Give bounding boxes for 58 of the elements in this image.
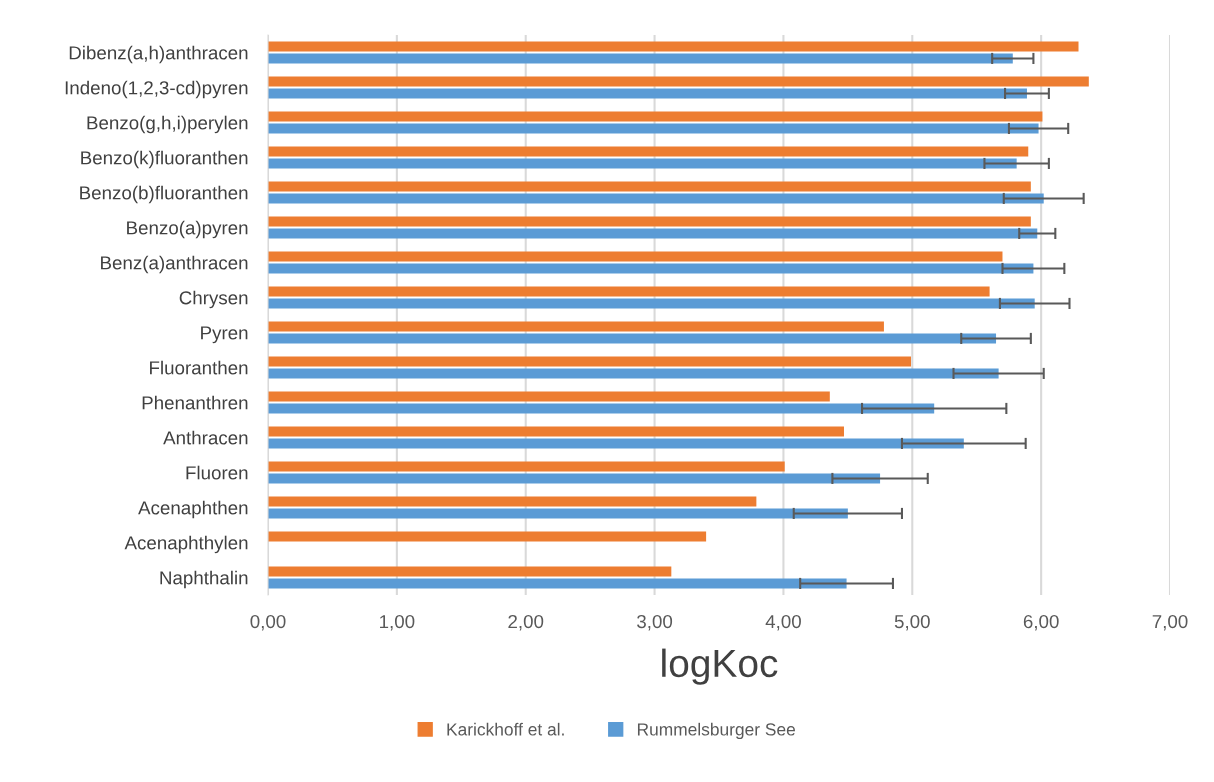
y-tick-label: Benzo(k)fluoranthen [81, 150, 248, 169]
x-tick-label: 6,00 [1023, 614, 1059, 631]
y-tick-label: Naphthalin [160, 570, 248, 589]
bar [268, 461, 785, 472]
legend-label: Rummelsburger See [637, 722, 795, 740]
x-tick-label: 1,00 [380, 614, 415, 631]
bar [268, 41, 1079, 52]
bar [268, 578, 847, 589]
bar [268, 263, 1034, 274]
y-tick-label: Benzo(b)fluoranthen [80, 185, 248, 204]
y-tick-label: Dibenz(a,h)anthracen [69, 45, 248, 64]
bar [268, 333, 997, 344]
x-tick-label: 7,00 [1152, 614, 1188, 631]
bar [268, 566, 672, 577]
y-tick-label: Anthracen [163, 430, 248, 445]
bar [268, 111, 1043, 122]
y-tick-label: Acenaphthen [138, 500, 248, 519]
y-tick-label: Benzo(g,h,i)perylen [87, 115, 248, 134]
x-tick-label: 4,00 [765, 614, 801, 631]
bar [268, 531, 707, 542]
bar [268, 216, 1031, 227]
bar [268, 391, 830, 402]
y-tick-label: Acenaphthylen [124, 535, 248, 554]
y-tick-label: Benzo(a)pyren [127, 220, 248, 239]
y-tick-label: Benz(a)anthracen [101, 255, 248, 274]
bar [268, 181, 1031, 192]
y-tick-label: Fluoranthen [150, 360, 248, 375]
y-tick-label: Pyren [201, 326, 248, 344]
bar [268, 438, 964, 449]
x-tick-label: 5,00 [894, 614, 930, 631]
bar [268, 228, 1038, 239]
x-axis-title: logKoc [662, 648, 778, 685]
bar [268, 298, 1035, 309]
bar [268, 473, 881, 484]
legend-label: Karickhoff et al. [447, 722, 564, 736]
bar [268, 356, 911, 367]
bar [268, 496, 757, 507]
y-tick-label: Phenanthren [142, 395, 248, 410]
bar [268, 251, 1003, 262]
y-tick-label: Indeno(1,2,3-cd)pyren [65, 80, 248, 99]
bar [268, 426, 844, 437]
y-tick-label: Fluoren [186, 465, 248, 480]
x-tick-label: 0,00 [250, 614, 286, 631]
bar [268, 53, 1013, 64]
bar [268, 508, 848, 519]
bar [268, 321, 884, 332]
bar [268, 368, 999, 379]
bar [268, 158, 1017, 169]
bar [268, 286, 990, 297]
x-tick-label: 3,00 [637, 614, 673, 631]
bar [268, 403, 935, 414]
bar [268, 146, 1029, 157]
y-tick-label: Chrysen [179, 290, 248, 309]
bar [268, 88, 1027, 99]
bar [268, 76, 1089, 87]
bar [268, 123, 1039, 134]
x-tick-label: 2,00 [508, 614, 544, 631]
bar [268, 193, 1044, 204]
